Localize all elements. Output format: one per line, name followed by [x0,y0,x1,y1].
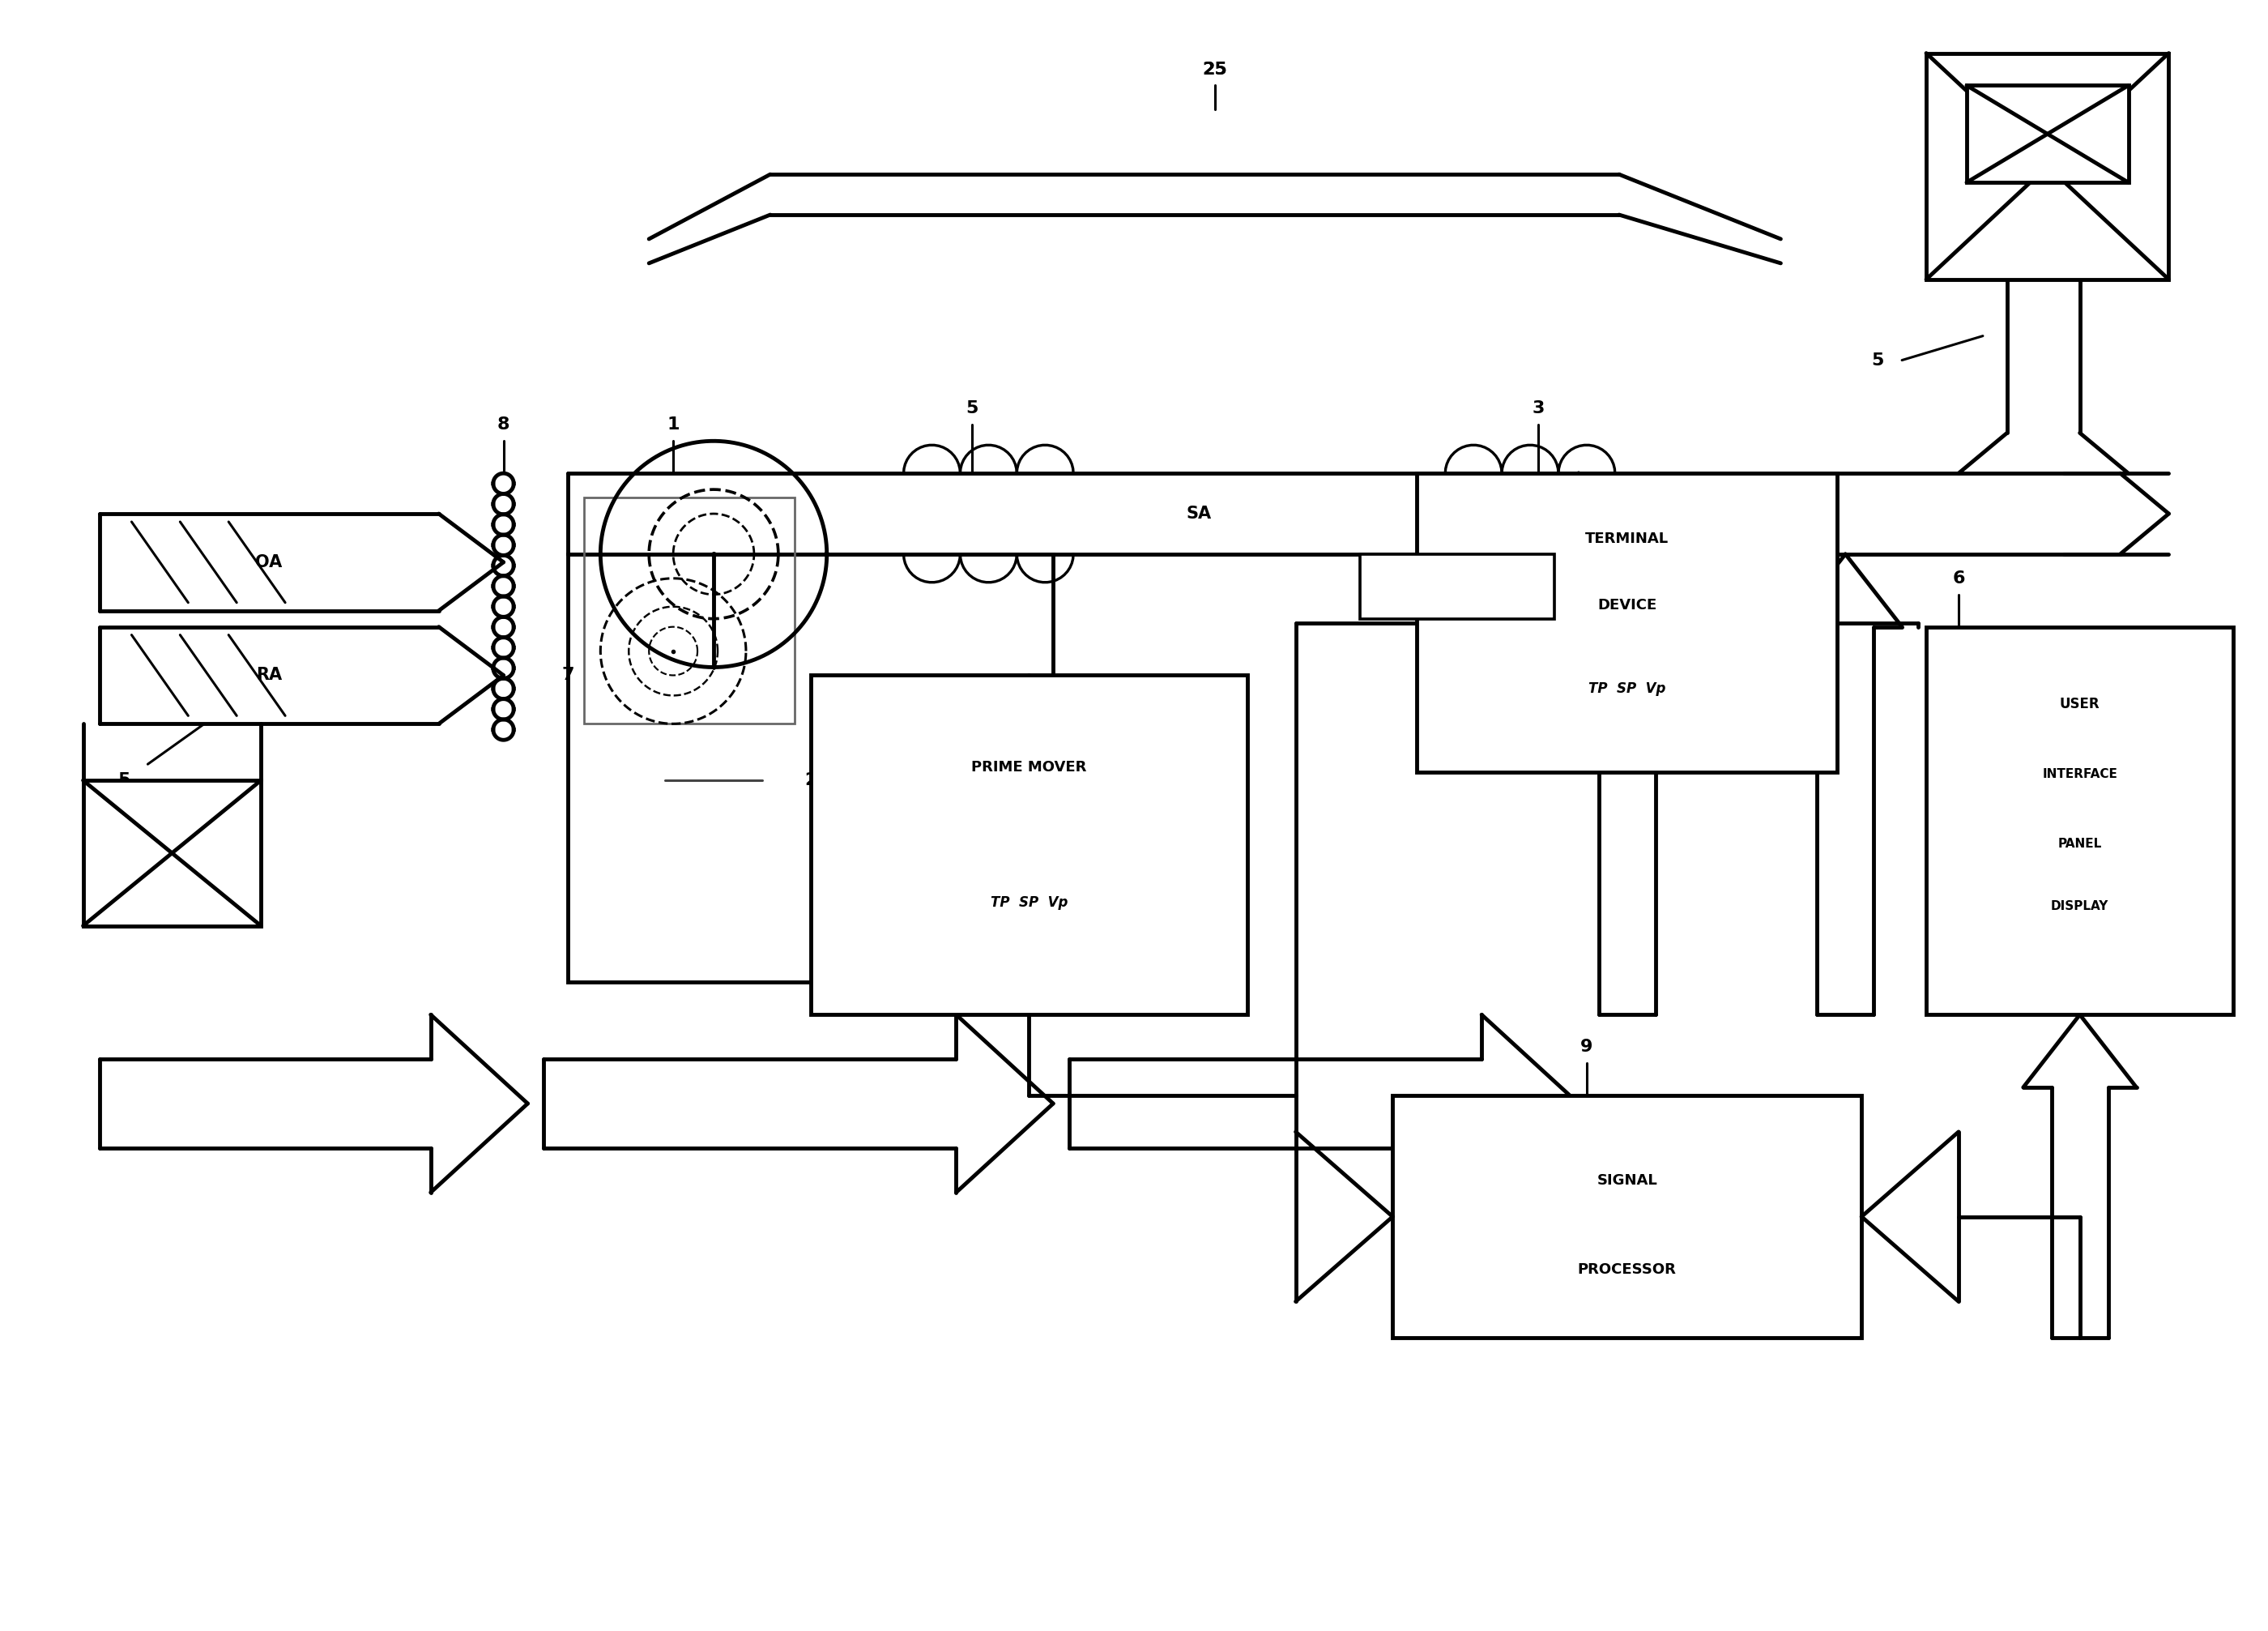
Text: TERMINAL: TERMINAL [1585,532,1669,546]
Text: 7: 7 [562,667,574,683]
Bar [84,780,261,926]
Text: DISPLAY: DISPLAY [2050,900,2109,912]
Text: PRIME MOVER: PRIME MOVER [971,760,1086,775]
Text: 6: 6 [1953,571,1964,587]
Text: OA: OA [256,555,284,571]
Text: 1: 1 [667,418,680,432]
Bar [1926,626,2234,1014]
Text: SA: SA [1186,506,1211,522]
Text: 25: 25 [1202,62,1227,77]
Bar [567,555,1052,982]
Bar [585,497,794,724]
Bar [1926,54,2168,279]
Text: SIGNAL: SIGNAL [1597,1173,1658,1187]
Text: — 4 —: — 4 — [1438,581,1476,592]
Text: RA: RA [256,667,281,683]
Bar [1393,1096,1862,1337]
Bar [1966,85,2127,183]
Text: TP  SP  Vp: TP SP Vp [991,895,1068,910]
Text: USER: USER [2059,696,2100,711]
Text: 5: 5 [966,401,978,418]
Text: 9: 9 [1581,1039,1592,1055]
Text: 25: 25 [1202,62,1227,77]
Text: PROCESSOR: PROCESSOR [1579,1262,1676,1277]
Text: TP  SP  Vp: TP SP Vp [1588,682,1665,696]
Text: 5: 5 [1871,352,1885,369]
Bar [810,675,1247,1014]
Text: DEVICE: DEVICE [1597,597,1658,612]
Text: INTERFACE: INTERFACE [2041,768,2118,780]
Text: PANEL: PANEL [2057,838,2102,850]
Text: 5: 5 [118,771,129,788]
Text: 3: 3 [1531,401,1545,418]
Text: 2: 2 [805,771,816,788]
Bar [1361,555,1554,618]
Bar [1418,473,1837,771]
Text: 8: 8 [497,418,510,432]
